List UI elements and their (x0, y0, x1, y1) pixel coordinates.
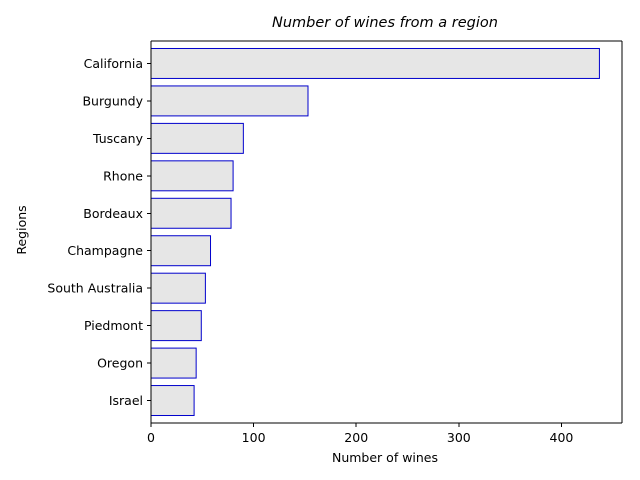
bar-oregon (150, 347, 197, 379)
chart-title: Number of wines from a region (272, 15, 498, 31)
bar-piedmont (150, 310, 202, 342)
axes-frame (150, 40, 623, 424)
y-tick-label: Tuscany (92, 131, 144, 146)
bar-tuscany (150, 122, 244, 154)
bars-group (150, 47, 600, 417)
y-tick-label: South Australia (47, 281, 143, 296)
bar-champagne (150, 235, 212, 267)
y-tick-label: Rhone (103, 168, 143, 183)
bar-burgundy (150, 85, 309, 117)
bar-south-australia (150, 272, 206, 304)
y-tick-label: California (84, 56, 143, 71)
y-tick-label: Piedmont (84, 318, 143, 333)
x-tick-label: 100 (242, 430, 266, 445)
bar-rhone (150, 160, 234, 192)
x-tick-label: 400 (550, 430, 574, 445)
x-tick-label: 200 (344, 430, 368, 445)
x-axis-label: Number of wines (332, 450, 438, 465)
y-tick-label: Burgundy (82, 93, 143, 108)
y-ticks-group: California Burgundy Tuscany Rhone Bordeaux Ch… (47, 56, 151, 408)
y-tick-label: Champagne (67, 243, 143, 258)
y-tick-label: Bordeaux (83, 206, 143, 221)
bar-california (150, 47, 600, 79)
y-tick-label: Oregon (97, 356, 143, 371)
bar-bordeaux (150, 197, 232, 229)
x-tick-label: 300 (447, 430, 471, 445)
y-tick-label: Israel (109, 393, 143, 408)
x-tick-label: 0 (147, 430, 155, 445)
y-axis-label: Regions (14, 205, 29, 254)
bar-israel (150, 385, 195, 417)
x-ticks-group: 0 100 200 300 400 (147, 423, 573, 445)
